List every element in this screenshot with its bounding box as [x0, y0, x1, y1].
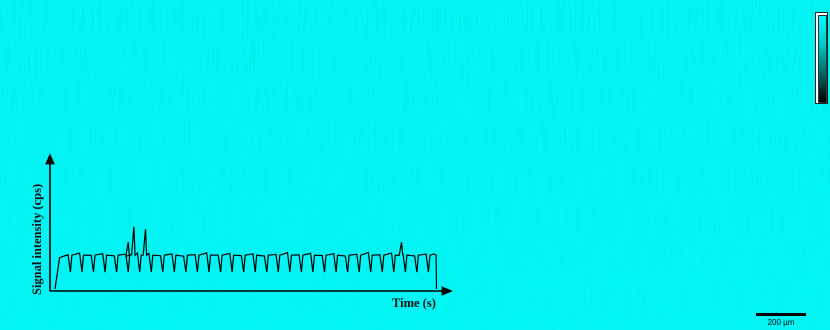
signal-trace [54, 226, 438, 290]
scale-bar [756, 313, 806, 316]
colorbar-gradient [818, 15, 827, 103]
x-axis-label: Time (s) [392, 296, 436, 310]
y-axis-label: Signal intensity (cps) [30, 184, 44, 295]
scale-bar-label: 200 µm [767, 318, 795, 327]
colorbar [815, 12, 828, 104]
